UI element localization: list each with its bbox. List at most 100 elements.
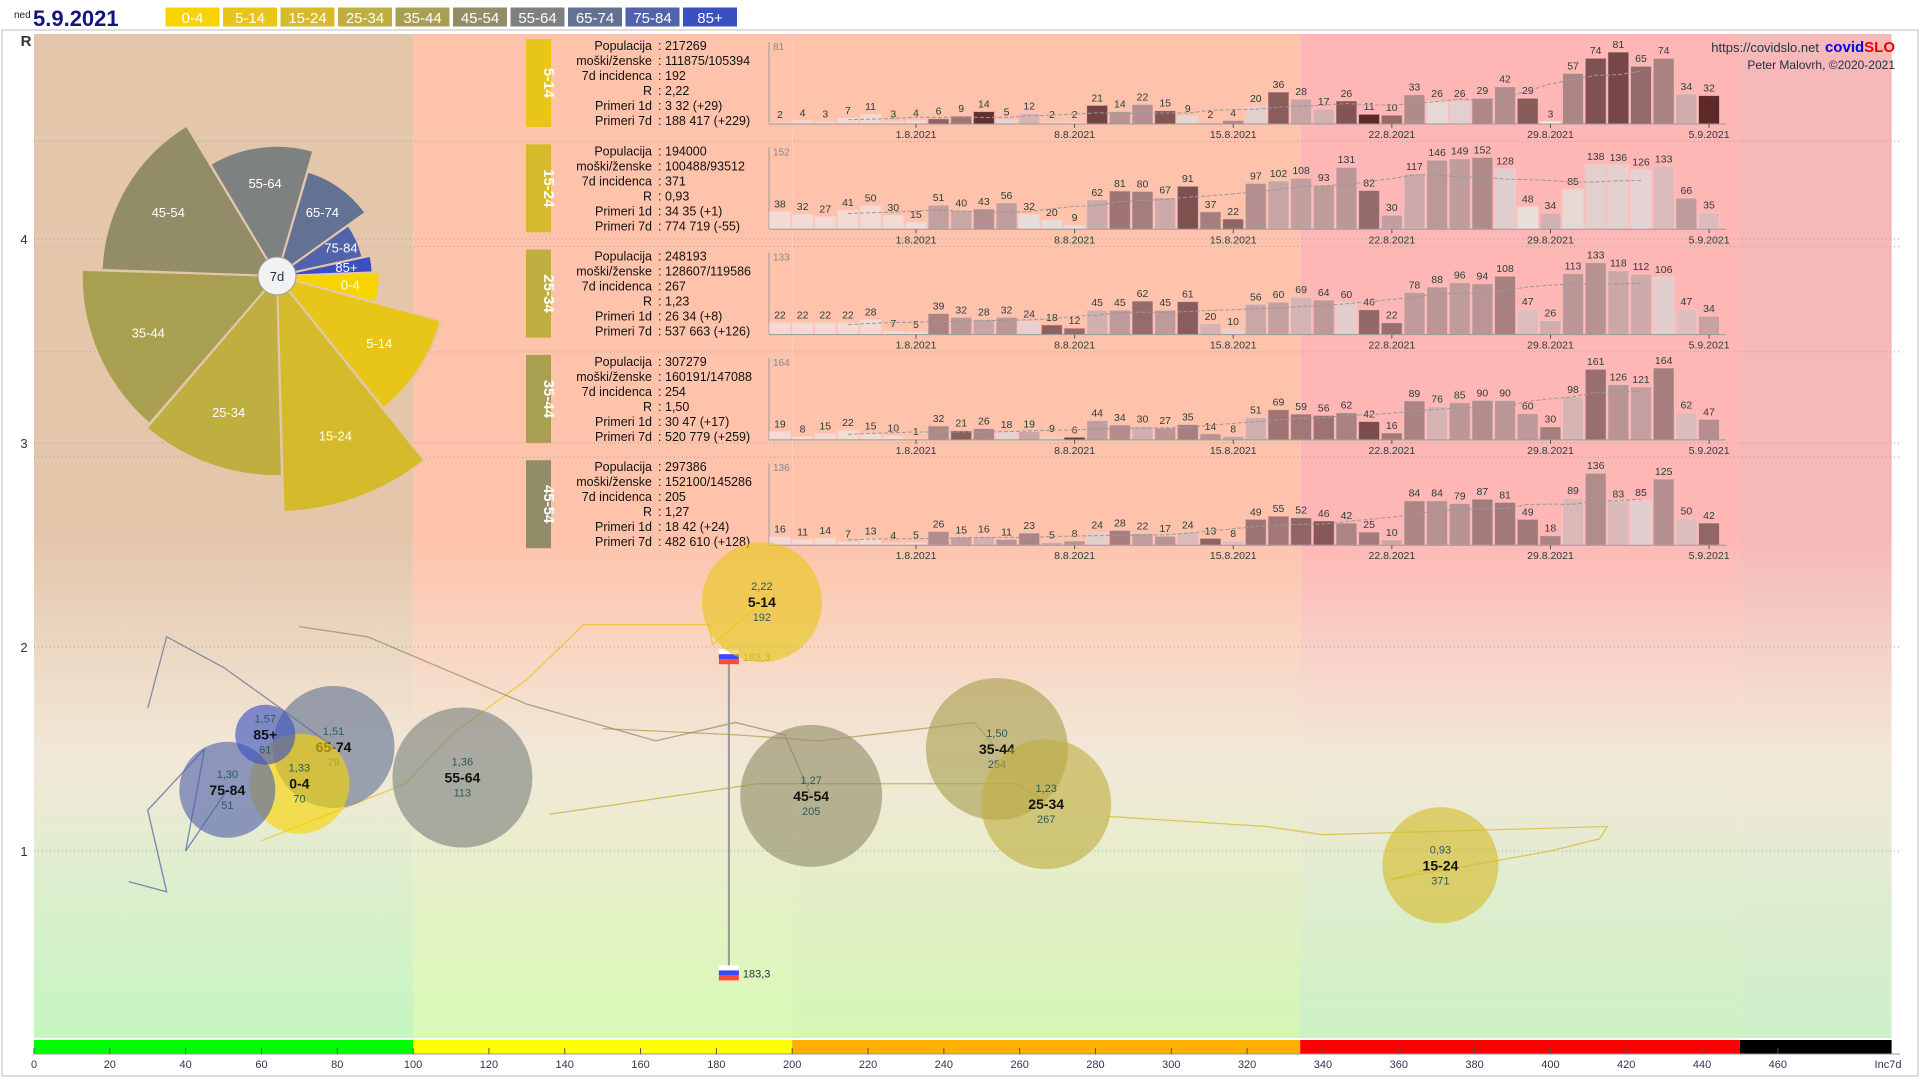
bar [1675,93,1698,125]
x-tick-label: 400 [1541,1059,1559,1071]
panel-15-24: 15-24Populacija:194000moški/ženske:10048… [34,140,1900,246]
bar-value-label: 28 [865,306,877,318]
stat-label: 7d incidenca [582,385,652,399]
stat-value: 160191/147088 [665,370,752,384]
bar [1335,166,1358,230]
bar [1176,531,1199,546]
bar-value-label: 22 [842,417,854,429]
bubble-group-label: 75-84 [209,782,245,798]
logo-covid: covid [1825,39,1864,56]
bar [1607,270,1630,336]
bar-value-label: 118 [1610,258,1627,270]
bar [1267,515,1290,546]
bar [1335,412,1358,441]
bar [1652,276,1675,336]
rose-slice-85+ [276,254,374,277]
bar [1448,282,1471,336]
stat-value: 267 [665,280,686,294]
x-tick-label: 240 [935,1059,953,1071]
bar [1199,323,1222,336]
bubble-incidence-label: 61 [259,745,271,757]
stat-label: Primeri 7d [595,430,652,444]
bar [1403,94,1426,125]
stat-value: 217269 [665,39,707,53]
bar-value-label: 62 [1341,400,1353,412]
stat-colon: : [658,114,661,128]
bar-value-label: 15 [819,420,831,432]
bar-value-label: 67 [1159,185,1171,197]
bar [1584,57,1607,125]
bar [950,536,973,546]
bar [950,316,973,336]
bar [1335,301,1358,336]
bar-value-label: 8 [1230,528,1236,540]
bar [1494,86,1517,125]
bar-value-label: 22 [797,310,809,322]
stat-value: 205 [665,490,686,504]
bar-value-label: 126 [1632,157,1650,169]
bar [1131,426,1154,441]
bar-value-label: 59 [1295,401,1307,413]
bar-value-label: 61 [1182,289,1194,301]
bar-value-label: 19 [1023,419,1035,431]
bar [1652,165,1675,230]
bar-value-label: 74 [1590,45,1602,57]
bubble-incidence-label: 113 [454,788,472,800]
panel-45-54: 45-54Populacija:297386moški/ženske:15210… [34,456,1900,562]
bar [1086,531,1109,546]
date-tick-label: 22.8.2021 [1369,550,1416,562]
x-tick-label: 280 [1086,1059,1104,1071]
rose-slice-25-34 [145,273,283,478]
bar-value-label: 136 [1587,460,1605,472]
x-tick-label: 160 [631,1059,649,1071]
rose-slice-label: 0-4 [341,277,360,292]
bar [1380,432,1403,441]
bubble [392,707,533,848]
date-tick-label: 15.8.2021 [1210,340,1257,352]
moving-average-line [847,390,1642,435]
stat-value: 297386 [665,460,707,474]
legend-swatch [279,6,336,28]
bar [1108,529,1131,546]
bar-value-label: 164 [1655,355,1673,367]
bar [1018,213,1041,230]
bar-value-label: 112 [1633,261,1650,273]
bar-value-label: 39 [933,300,945,312]
credits-author: Peter Malovrh, ©2020-2021 [1747,58,1895,72]
bar [1244,303,1267,336]
bar [1199,433,1222,441]
stat-label: Populacija [594,144,652,158]
bar-value-label: 84 [1409,488,1421,500]
bar-value-label: 22 [1137,91,1149,103]
bar [1698,522,1720,546]
bar-value-label: 62 [1091,187,1103,199]
bar [1040,435,1063,441]
reference-label: 183,3 [743,968,771,980]
legend-swatch [222,6,278,28]
stat-colon: : [658,430,661,444]
panel-group-label: 25-34 [540,274,557,313]
rose-slice-65-74 [275,170,367,279]
zone-bar [1739,1040,1892,1054]
bar [1698,315,1720,336]
bar [1516,413,1539,441]
stat-colon: : [658,54,661,68]
bar [1335,522,1358,546]
bar [1652,367,1675,441]
bubble-r-label: 0,93 [1430,844,1451,856]
bar [882,435,905,441]
bar [1222,328,1245,336]
bar [1584,368,1607,441]
bar [1176,424,1199,441]
date-tick-label: 5.9.2021 [1689,445,1730,457]
bar [1086,309,1109,336]
bar-value-label: 102 [1270,168,1288,180]
bar-value-label: 133 [1587,250,1605,262]
bar [1494,275,1517,336]
bar-value-label: 10 [887,423,899,435]
bar-value-label: 6 [936,106,942,118]
bar-value-label: 12 [1069,315,1081,327]
bar-value-label: 32 [797,201,809,213]
stat-colon: : [658,415,661,429]
